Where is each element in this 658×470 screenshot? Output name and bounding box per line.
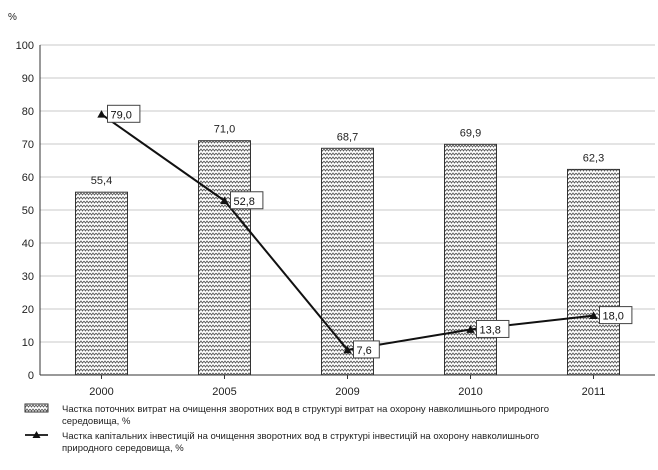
- legend-label: середовища, %: [62, 416, 131, 427]
- x-tick-label: 2010: [458, 386, 482, 398]
- y-tick-label: 20: [22, 304, 34, 316]
- line-label-box: [230, 191, 264, 210]
- legend-label: Частка поточних витрат на очищення зворо…: [62, 404, 549, 415]
- line-value-label: 7,6: [357, 345, 372, 357]
- y-tick-label: 80: [22, 106, 34, 118]
- y-tick-label: 30: [22, 271, 34, 283]
- y-tick-label: 0: [28, 370, 34, 382]
- bar: [444, 143, 497, 376]
- line-label-box: [476, 319, 510, 338]
- bar-value-label: 68,7: [337, 131, 358, 143]
- line-value-label: 79,0: [111, 109, 132, 121]
- line-label-box: [599, 306, 633, 325]
- bar: [75, 191, 128, 376]
- line-label-box: [107, 104, 141, 123]
- bar-value-label: 55,4: [91, 175, 112, 187]
- line-value-label: 18,0: [603, 311, 624, 323]
- bar: [198, 140, 251, 376]
- line-point: [220, 196, 229, 205]
- y-tick-label: 50: [22, 205, 34, 217]
- line-point: [343, 345, 352, 354]
- x-tick-label: 2009: [335, 386, 359, 398]
- y-tick-label: 100: [16, 40, 34, 52]
- y-unit-label: %: [8, 12, 17, 23]
- bar-value-label: 62,3: [583, 152, 604, 164]
- line-value-label: 13,8: [480, 324, 501, 336]
- y-tick-label: 40: [22, 238, 34, 250]
- y-tick-label: 90: [22, 73, 34, 85]
- line-label-box: [353, 340, 380, 359]
- y-tick-label: 10: [22, 337, 34, 349]
- legend-line-marker: [32, 431, 41, 438]
- bar: [567, 168, 620, 376]
- y-tick-label: 70: [22, 139, 34, 151]
- legend-label: природного середовища, %: [62, 443, 184, 454]
- bar: [321, 147, 374, 376]
- legend-label: Частка капітальних інвестицій на очищенн…: [62, 431, 539, 442]
- bar-value-label: 69,9: [460, 127, 481, 139]
- y-tick-label: 60: [22, 172, 34, 184]
- line-value-label: 52,8: [234, 196, 255, 208]
- line-point: [466, 325, 475, 333]
- bar-value-label: 71,0: [214, 124, 235, 136]
- x-tick-label: 2011: [582, 386, 606, 398]
- line-point: [97, 110, 106, 118]
- x-tick-label: 2005: [212, 386, 236, 398]
- legend-bar-swatch: [24, 403, 49, 413]
- line-point: [589, 311, 598, 319]
- x-tick-label: 2000: [89, 386, 113, 398]
